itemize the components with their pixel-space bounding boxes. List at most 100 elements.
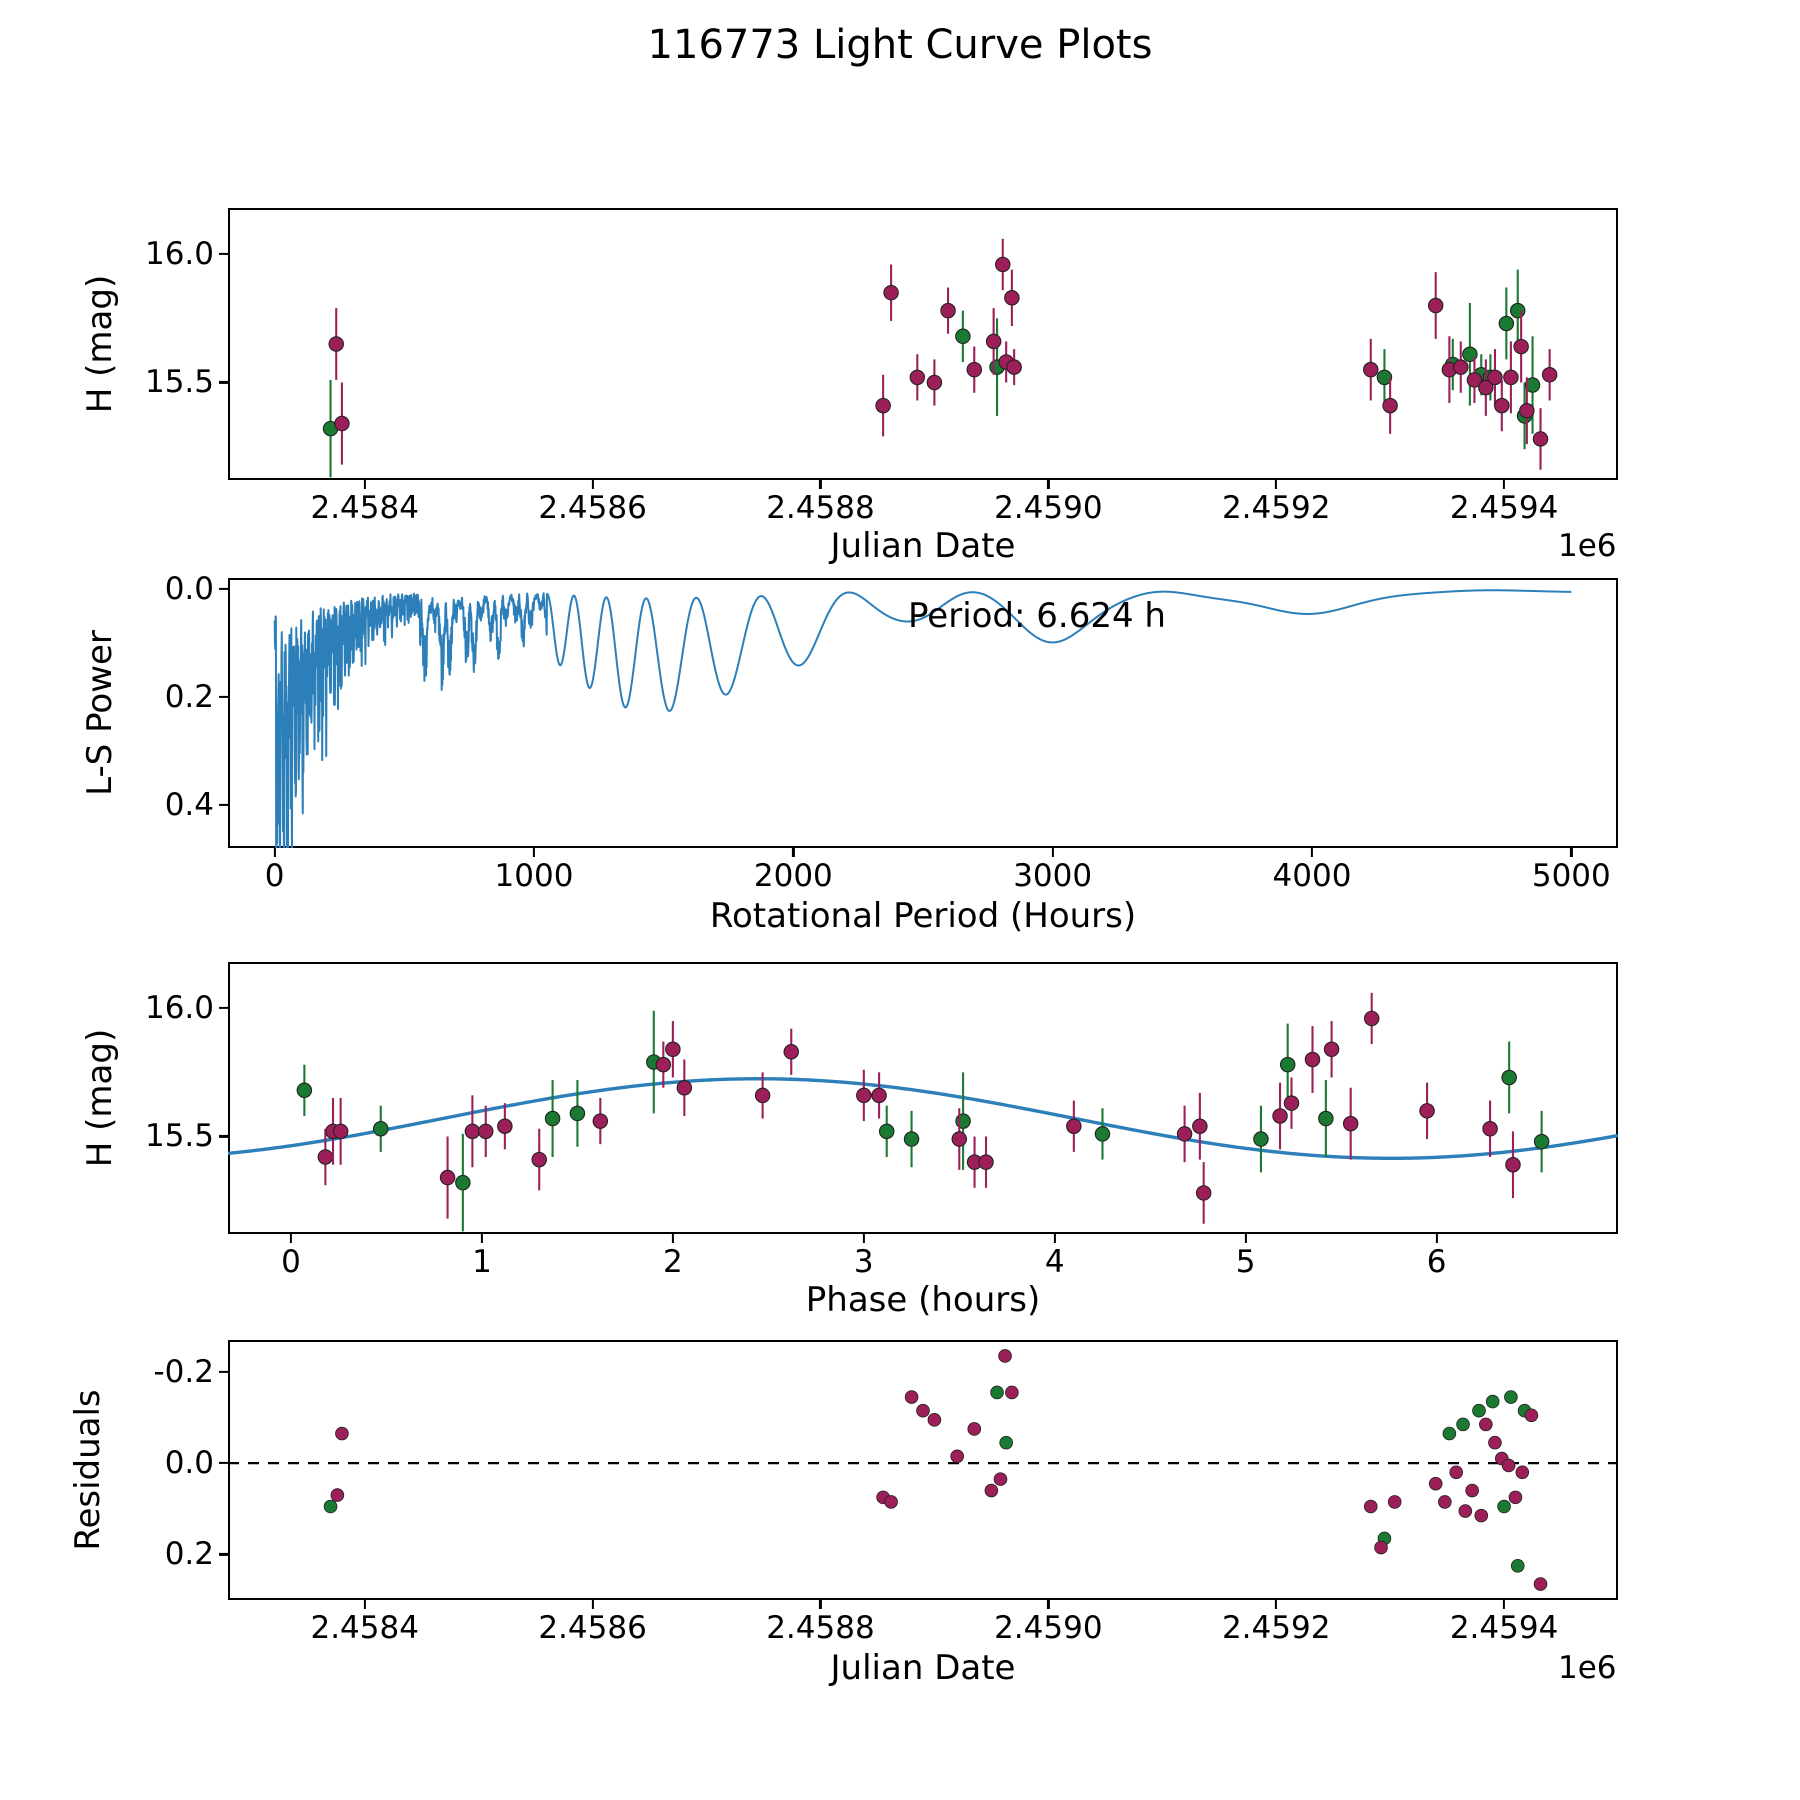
data-point: [1533, 1577, 1548, 1591]
data-point: [1006, 359, 1022, 375]
data-point: [497, 1118, 513, 1134]
data-point: [940, 302, 956, 319]
panel-phase-folded: 16.0 15.5 0 1 2 3 4 5 6 H (mag) Phase (hours): [80, 962, 1618, 1320]
y-tick-label: -0.2: [153, 1353, 215, 1390]
x-tick-label: 0: [281, 1244, 301, 1280]
data-point: [903, 1131, 920, 1147]
x-tick-mark: [289, 1234, 293, 1243]
data-point: [1304, 1051, 1321, 1068]
data-point: [909, 369, 926, 386]
x-tick-mark: [1570, 848, 1573, 857]
x-tick-mark: [819, 1600, 822, 1609]
series-green: [322, 269, 1541, 478]
period-annotation: Period: 6.624 h: [908, 596, 1166, 636]
data-point: [1472, 1403, 1486, 1418]
data-point: [927, 1413, 942, 1427]
data-point: [317, 1149, 334, 1165]
x-tick-mark: [1502, 480, 1506, 489]
series-green: [323, 1385, 1532, 1573]
data-point: [1004, 290, 1020, 306]
data-point: [1094, 1126, 1111, 1142]
data-point: [1519, 402, 1535, 419]
x-tick-mark: [819, 480, 822, 489]
data-point: [1487, 369, 1503, 386]
data-point: [1176, 1126, 1193, 1142]
y-tick-mark: [219, 1370, 228, 1374]
residuals-plot-area: [228, 1349, 1618, 1591]
data-point: [1419, 1103, 1435, 1119]
data-point: [1253, 1131, 1269, 1147]
data-point: [334, 415, 350, 432]
data-point: [951, 1131, 968, 1147]
x-tick-label: 2: [663, 1244, 683, 1280]
data-point: [990, 1385, 1004, 1400]
data-point: [955, 1113, 971, 1129]
x-tick-mark: [671, 1234, 674, 1243]
data-point: [1363, 361, 1379, 378]
y-tick-label: 0.0: [164, 1445, 214, 1482]
y-tick-mark: [219, 1135, 228, 1138]
y-tick-label: 16.0: [144, 990, 214, 1027]
data-point: [1283, 1095, 1300, 1111]
data-point: [904, 1390, 919, 1404]
data-point: [1192, 1118, 1208, 1134]
data-point: [1272, 1108, 1288, 1124]
data-point: [328, 336, 344, 352]
x-tick-label: 5: [1235, 1244, 1256, 1280]
x-tick-mark: [591, 480, 594, 489]
periodogram-axes: [228, 578, 1618, 848]
x-tick-label: 1000: [494, 858, 574, 894]
x-tick-mark: [1275, 1600, 1278, 1609]
data-point: [332, 1123, 349, 1140]
x-tick-mark: [1053, 1234, 1056, 1243]
x-tick-mark: [1244, 1234, 1247, 1243]
data-point: [1532, 431, 1549, 447]
data-point: [1438, 1495, 1452, 1509]
light-curve-x-label: Julian Date: [830, 526, 1016, 566]
data-point: [1508, 1490, 1523, 1505]
data-point: [1382, 397, 1398, 414]
x-tick-mark: [532, 848, 536, 857]
y-tick-label: 15.5: [144, 1118, 214, 1155]
data-point: [330, 1488, 345, 1502]
y-tick-label: 0.4: [164, 786, 214, 823]
data-point: [665, 1041, 681, 1057]
sinusoid-fit-line: [228, 1077, 1618, 1160]
data-point: [1497, 1499, 1511, 1514]
series-green: [296, 1010, 1550, 1232]
data-point: [335, 1426, 349, 1441]
data-point: [1428, 1476, 1443, 1491]
data-point: [871, 1087, 887, 1104]
data-point: [856, 1087, 872, 1104]
data-point: [1482, 1121, 1498, 1137]
series-magenta: [317, 992, 1521, 1224]
data-point: [1478, 379, 1494, 396]
data-point: [875, 397, 891, 414]
data-point: [323, 1499, 338, 1514]
y-tick-mark: [219, 695, 228, 698]
y-tick-mark: [219, 381, 228, 384]
data-point: [455, 1174, 471, 1191]
x-tick-label: 4: [1044, 1244, 1065, 1280]
x-tick-label: 5000: [1531, 858, 1611, 894]
data-point: [1501, 1069, 1517, 1086]
data-point: [883, 284, 899, 301]
periodogram-y-label: L-S Power: [80, 630, 120, 796]
data-point: [544, 1110, 561, 1127]
x-tick-mark: [1047, 480, 1050, 489]
light-curve-axes: [228, 208, 1618, 480]
y-tick-label: 0.2: [164, 678, 214, 715]
data-point: [1513, 338, 1529, 355]
x-tick-mark: [1435, 1234, 1438, 1243]
data-point: [569, 1105, 586, 1122]
data-point: [531, 1151, 547, 1168]
data-point: [1318, 1110, 1334, 1127]
data-point: [1458, 1504, 1473, 1518]
data-point: [1510, 1558, 1525, 1573]
data-point: [1453, 359, 1469, 375]
x-tick-label: 2.4590: [994, 1610, 1103, 1646]
light-curve-plot-area: [322, 238, 1558, 478]
x-tick-label: 3: [853, 1244, 874, 1280]
data-point: [1501, 1458, 1516, 1473]
data-point: [950, 1449, 964, 1464]
